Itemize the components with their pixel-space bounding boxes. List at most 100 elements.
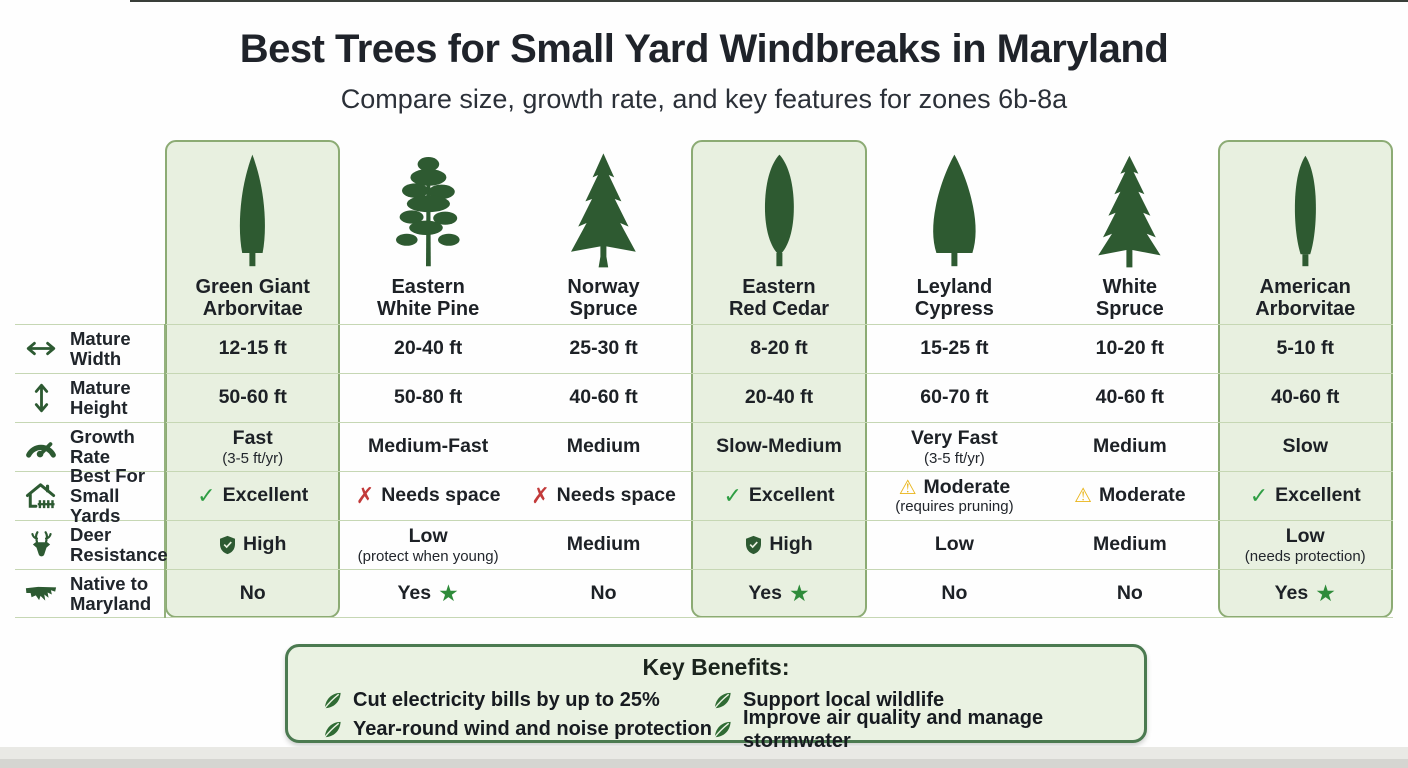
cross-icon: ✗ xyxy=(355,482,375,508)
cell-small-yards: ✓ Excellent xyxy=(723,482,835,508)
cell-deer-resistance: Medium xyxy=(1092,533,1167,555)
height-arrow-icon xyxy=(21,381,61,415)
tree-icon-green-giant-arborvitae xyxy=(214,149,291,271)
shield-icon xyxy=(746,535,762,554)
tree-icon-norway-spruce xyxy=(565,149,642,271)
check-icon: ✓ xyxy=(723,482,742,508)
cell-deer-resistance: High xyxy=(165,520,340,569)
cell-deer-resistance: Low (needs protection) xyxy=(1244,525,1366,565)
key-benefits-title: Key Benefits: xyxy=(642,654,790,680)
cell-native: Yes ★ xyxy=(748,580,810,606)
row-label-text: Mature xyxy=(70,376,131,398)
cell-small-yards: ✗ Needs space xyxy=(355,482,501,508)
warning-icon: ⚠ xyxy=(1074,484,1092,507)
width-arrow-icon xyxy=(21,340,61,357)
key-benefits-panel: Key Benefits: Cut electricity bills by u… xyxy=(285,644,1147,752)
row-label-deer-resistance: Deer Resistance xyxy=(15,520,168,569)
row-label-column: Mature Width Mature Height Growth Rate Best… xyxy=(15,140,168,618)
cell-growth-rate: Very Fast (3-5 ft/yr) xyxy=(911,427,998,467)
cell-mature-height: 40-60 ft xyxy=(569,386,638,408)
benefit-text: Cut electricity bills by up to 25% xyxy=(353,689,660,711)
cell-mature-width: 20-40 ft xyxy=(393,337,463,359)
tree-column-american-arborvitae: American Arborvitae 5-10 ft 40-60 ft Slow… xyxy=(1218,140,1393,618)
benefit-item: Improve air quality and manage stormwate… xyxy=(712,707,1144,753)
cell-small-yards: ✓ Excellent xyxy=(197,482,309,508)
cell-deer-resistance: Low xyxy=(934,533,974,555)
cell-mature-width: 5-10 ft xyxy=(1276,337,1334,359)
cell-small-yards: ✗ Needs space xyxy=(531,482,676,508)
label-header-spacer xyxy=(15,140,165,324)
tree-name: Green Giant Arborvitae xyxy=(195,276,310,320)
leaf-icon xyxy=(714,692,731,709)
benefit-item: Year-round wind and noise protection xyxy=(322,718,712,741)
tree-column-norway-spruce: Norway Spruce 25-30 ft 40-60 ft Medium ✗ N… xyxy=(516,140,691,618)
cell-growth-rate: Slow xyxy=(1282,435,1328,457)
row-line xyxy=(15,520,1393,521)
star-icon: ★ xyxy=(1315,580,1336,606)
tree-icon-leyland-cypress xyxy=(916,149,993,271)
row-line xyxy=(15,471,1393,472)
row-label-text: Native to xyxy=(70,572,149,594)
cross-icon: ✗ xyxy=(531,482,550,508)
cell-growth-rate: Fast (3-5 ft/yr) xyxy=(222,427,284,467)
cell-native: No xyxy=(1116,582,1143,604)
tree-name: Eastern White Pine xyxy=(377,276,480,320)
comparison-table: Mature Width Mature Height Growth Rate Best… xyxy=(15,140,1393,618)
tree-column-green-giant-arborvitae: Green Giant Arborvitae 12-15 ft 50-60 ft … xyxy=(165,140,340,618)
cell-deer-resistance: Low (protect when young) xyxy=(357,525,499,565)
tree-column-eastern-white-pine: Eastern White Pine 20-40 ft 50-80 ft Medi… xyxy=(340,140,515,618)
growth-gauge-icon xyxy=(21,435,61,458)
tree-column-white-spruce: White Spruce 10-20 ft 40-60 ft Medium ⚠ Mo… xyxy=(1042,140,1217,618)
house-fence-icon xyxy=(21,482,61,510)
top-edge-artifact xyxy=(130,0,1408,2)
leaf-icon xyxy=(324,721,341,738)
row-line xyxy=(15,617,1393,618)
check-icon: ✓ xyxy=(1249,482,1269,508)
benefit-text: Support local wildlife xyxy=(743,689,945,711)
row-label-small-yards: Best For Small Yards xyxy=(15,465,165,525)
leaf-icon xyxy=(324,692,341,709)
cell-small-yards: ⚠ Moderate xyxy=(1074,484,1186,507)
cell-growth-rate: Slow-Medium xyxy=(716,435,842,457)
row-label-mature-height: Mature Height xyxy=(15,373,165,422)
row-label-text: Growth xyxy=(70,425,135,447)
row-label-text: Deer xyxy=(70,523,112,545)
benefit-item: Support local wildlife xyxy=(712,689,1144,712)
page-subtitle: Compare size, growth rate, and key featu… xyxy=(340,84,1068,114)
check-icon: ✓ xyxy=(197,482,216,508)
row-label-mature-width: Mature Width xyxy=(15,324,165,373)
row-line xyxy=(15,324,1393,325)
cell-mature-width: 8-20 ft xyxy=(750,337,808,359)
tree-icon-white-spruce xyxy=(1091,149,1168,271)
cell-growth-rate: Medium xyxy=(1092,435,1167,457)
tree-name: Leyland Cypress xyxy=(914,276,994,320)
label-column-divider xyxy=(164,324,166,618)
cell-native: No xyxy=(941,582,968,604)
star-icon: ★ xyxy=(438,580,459,606)
benefit-text: Improve air quality and manage stormwate… xyxy=(743,706,1044,752)
cell-mature-height: 40-60 ft xyxy=(1271,386,1340,408)
tree-name: Norway Spruce xyxy=(567,276,640,320)
cell-mature-height: 50-80 ft xyxy=(393,386,463,408)
deer-icon xyxy=(21,530,61,559)
page-title: Best Trees for Small Yard Windbreaks in … xyxy=(239,27,1169,71)
benefit-item: Cut electricity bills by up to 25% xyxy=(322,689,712,712)
tree-icon-eastern-red-cedar xyxy=(741,149,818,271)
cell-mature-height: 40-60 ft xyxy=(1095,386,1164,408)
shield-icon xyxy=(220,535,236,554)
cell-mature-width: 15-25 ft xyxy=(920,337,989,359)
tree-name: White Spruce xyxy=(1095,276,1164,320)
benefit-text: Year-round wind and noise protection xyxy=(353,718,712,740)
warning-icon: ⚠ xyxy=(898,476,917,499)
cell-native: Yes ★ xyxy=(1274,580,1336,606)
tree-name: American Arborvitae xyxy=(1255,276,1356,320)
row-line xyxy=(15,569,1393,570)
cell-mature-height: 50-60 ft xyxy=(218,386,287,408)
table-grid: Mature Width Mature Height Growth Rate Best… xyxy=(15,140,1393,618)
cell-small-yards: ✓ Excellent xyxy=(1249,482,1361,508)
tree-name: Eastern Red Cedar xyxy=(728,276,829,320)
row-label-text: Best For xyxy=(70,464,146,486)
cell-deer-resistance: High xyxy=(691,520,866,569)
bottom-edge-artifact xyxy=(0,747,1408,759)
cell-mature-height: 60-70 ft xyxy=(920,386,989,408)
